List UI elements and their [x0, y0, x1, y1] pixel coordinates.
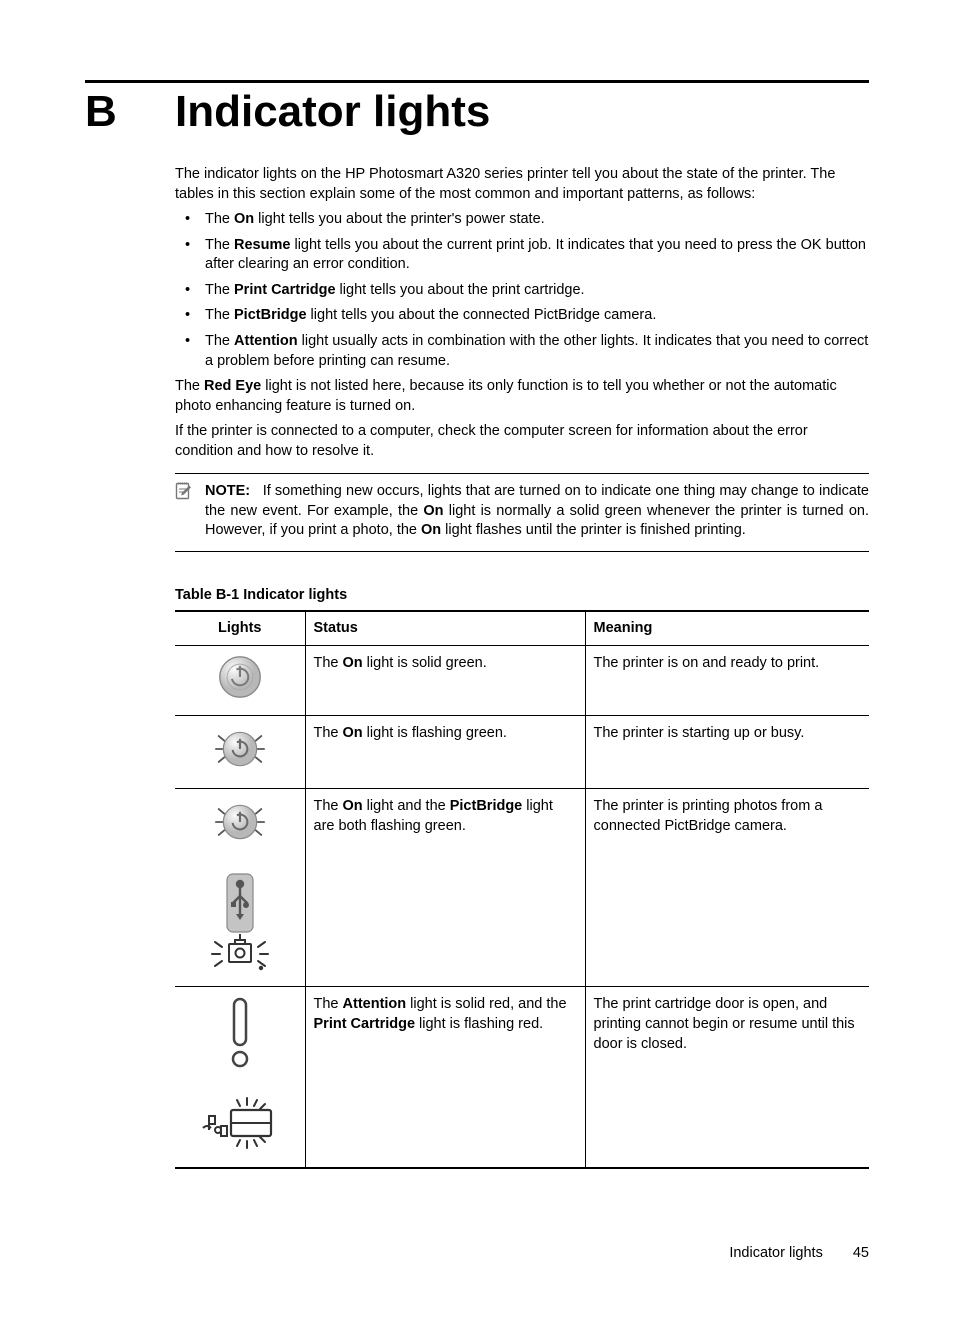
list-item: The Print Cartridge light tells you abou…: [175, 281, 869, 301]
page-footer: Indicator lights 45: [729, 1245, 869, 1261]
meaning-cell: The printer is on and ready to print.: [585, 646, 869, 716]
pictbridge-port-icon: [207, 872, 273, 979]
status-cell: The Attention light is solid red, and th…: [305, 987, 585, 1168]
meaning-cell: The printer is starting up or busy.: [585, 715, 869, 789]
table-row: The Attention light is solid red, and th…: [175, 987, 869, 1168]
list-item: The Attention light usually acts in comb…: [175, 332, 869, 371]
note-block: NOTE: If something new occurs, lights th…: [175, 473, 869, 552]
status-cell: The On light and the PictBridge light ar…: [305, 789, 585, 987]
table-row: The On light is solid green. The printer…: [175, 646, 869, 716]
column-header-lights: Lights: [175, 611, 305, 646]
attention-light-icon: [222, 995, 258, 1078]
column-header-status: Status: [305, 611, 585, 646]
list-item: The On light tells you about the printer…: [175, 210, 869, 230]
redeye-paragraph: The Red Eye light is not listed here, be…: [175, 377, 869, 416]
note-pencil-icon: [175, 482, 197, 509]
list-item: The Resume light tells you about the cur…: [175, 236, 869, 275]
table-row: The On light and the PictBridge light ar…: [175, 789, 869, 987]
table-caption: Table B-1 Indicator lights: [175, 586, 869, 606]
table-row: The On light is flashing green. The prin…: [175, 715, 869, 789]
column-header-meaning: Meaning: [585, 611, 869, 646]
page-title: Indicator lights: [175, 87, 490, 137]
page-heading: B Indicator lights: [85, 87, 869, 137]
meaning-cell: The print cartridge door is open, and pr…: [585, 987, 869, 1168]
page-number: 45: [853, 1245, 869, 1261]
meaning-cell: The printer is printing photos from a co…: [585, 789, 869, 987]
footer-title: Indicator lights: [729, 1245, 823, 1261]
computer-paragraph: If the printer is connected to a compute…: [175, 422, 869, 461]
indicator-lights-table: Lights Status Meaning: [175, 610, 869, 1169]
status-cell: The On light is flashing green.: [305, 715, 585, 789]
power-button-flashing-icon: [212, 797, 268, 854]
power-button-flashing-icon: [212, 724, 268, 781]
intro-paragraph: The indicator lights on the HP Photosmar…: [175, 165, 869, 204]
power-button-solid-icon: [217, 654, 263, 707]
intro-bullet-list: The On light tells you about the printer…: [175, 210, 869, 371]
note-text: NOTE: If something new occurs, lights th…: [205, 482, 869, 541]
print-cartridge-flashing-icon: [201, 1096, 279, 1159]
status-cell: The On light is solid green.: [305, 646, 585, 716]
list-item: The PictBridge light tells you about the…: [175, 306, 869, 326]
appendix-letter: B: [85, 87, 175, 137]
